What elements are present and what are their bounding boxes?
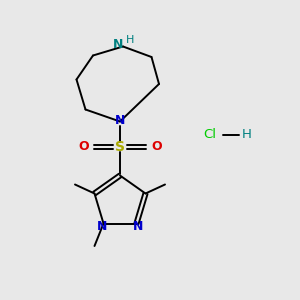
Text: O: O [151,140,162,154]
Text: N: N [133,220,143,233]
Text: N: N [115,114,125,128]
Text: N: N [97,220,107,233]
Text: Cl: Cl [203,128,217,142]
Text: H: H [125,35,134,45]
Text: S: S [115,140,125,154]
Text: O: O [78,140,89,154]
Text: N: N [112,38,123,52]
Text: H: H [242,128,251,142]
